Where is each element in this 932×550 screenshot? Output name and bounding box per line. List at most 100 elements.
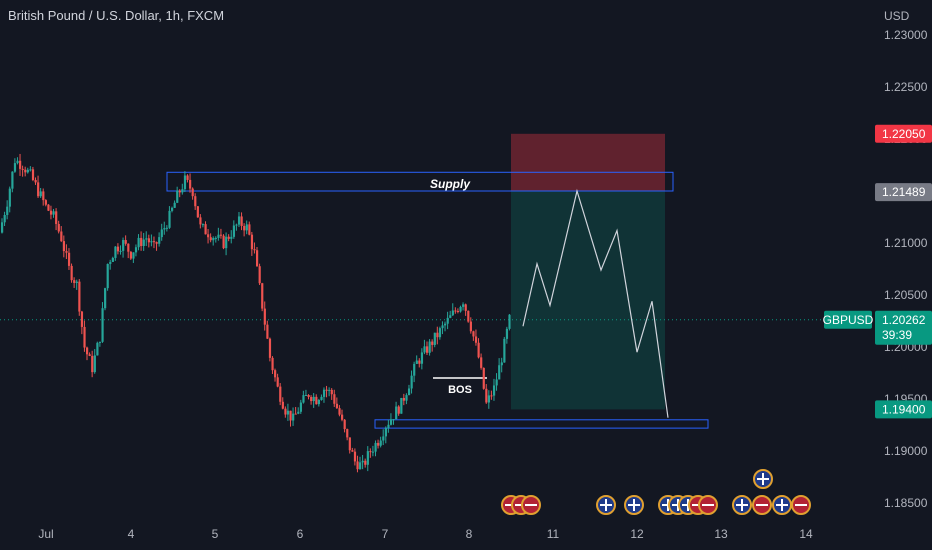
candle-body (361, 460, 364, 463)
candle-body (171, 207, 174, 211)
candle-body (335, 403, 339, 409)
candle-body (232, 225, 236, 237)
economic-events[interactable] (501, 469, 811, 515)
candle-body (487, 395, 491, 403)
candle-body (369, 451, 372, 453)
candle-body (194, 196, 197, 207)
candle-body (508, 314, 511, 329)
candle-body (122, 240, 125, 251)
candle-body (472, 331, 475, 337)
candle-body (158, 237, 161, 244)
candle-body (73, 280, 76, 283)
candle-body (176, 190, 179, 203)
candle-body (93, 355, 96, 373)
candle-body (302, 395, 305, 403)
candle-body (312, 396, 315, 402)
candle-body (104, 288, 107, 309)
take-profit-zone (511, 191, 665, 410)
x-tick-label: 13 (714, 527, 728, 541)
candle-body (235, 224, 238, 226)
candle-body (168, 210, 171, 228)
candle-body (49, 210, 53, 215)
candle-body (127, 243, 130, 252)
candle-body (418, 360, 421, 364)
candle-body (225, 236, 228, 249)
time-axis[interactable]: Jul 4 5 6 7 8 11 12 13 14 (38, 527, 813, 541)
candle-body (474, 336, 478, 343)
candle-body (140, 237, 143, 247)
candle-body (245, 224, 248, 231)
candle-body (268, 338, 272, 358)
candle-body (389, 419, 393, 425)
candle-body (480, 357, 483, 368)
candle-body (240, 216, 243, 226)
candle-body (256, 250, 259, 267)
candle-body (189, 179, 192, 189)
candle-body (109, 261, 112, 264)
candle-body (19, 160, 22, 169)
candle-body (407, 388, 411, 396)
candle-body (11, 171, 14, 189)
y-tick-label: 1.23000 (884, 28, 928, 42)
candle-body (348, 437, 351, 451)
candle-body (222, 235, 225, 249)
candle-body (116, 246, 120, 252)
us-flag-icon (698, 495, 718, 515)
candle-body (101, 308, 104, 342)
candle-body (289, 410, 292, 421)
price-tag-label: 1.20262 (882, 313, 926, 327)
candle-body (186, 175, 189, 180)
demand-zone (374, 419, 709, 429)
candle-body (343, 419, 346, 430)
candle-body (359, 462, 362, 470)
bos-label: BOS (448, 384, 472, 396)
candle-body (333, 394, 336, 404)
candle-body (284, 408, 287, 415)
candle-body (263, 308, 266, 325)
candle-body (219, 234, 223, 236)
candle-body (304, 395, 308, 397)
candle-body (292, 413, 295, 421)
candle-body (428, 341, 431, 353)
symbol-tag-label: GBPUSD (823, 313, 874, 327)
x-tick-label: 11 (547, 527, 560, 541)
candle-body (325, 389, 328, 391)
price-axis[interactable]: USD 1.230001.225001.220001.215001.210001… (884, 9, 928, 510)
candle-body (258, 266, 261, 284)
candle-body (261, 283, 264, 309)
candle-body (351, 450, 354, 452)
candle-body (299, 402, 302, 412)
candle-body (227, 236, 230, 239)
candle-body (377, 442, 380, 446)
supply-zone (166, 171, 674, 192)
candle-body (495, 379, 498, 386)
candle-body (315, 396, 318, 405)
candle-body (75, 281, 78, 283)
candle-body (456, 310, 460, 312)
candle-body (70, 265, 73, 281)
candle-body (204, 224, 207, 235)
candle-body (207, 234, 210, 238)
price-tag-label: 1.21489 (882, 185, 926, 199)
x-tick-label: 6 (297, 527, 304, 541)
candle-body (307, 395, 310, 397)
candle-body (374, 442, 377, 452)
candle-body (420, 352, 424, 364)
candle-body (281, 401, 284, 409)
candle-body (413, 363, 416, 376)
candle-body (387, 424, 390, 429)
candle-body (366, 451, 369, 465)
price-tag (875, 124, 932, 143)
candle-body (150, 241, 153, 243)
candle-body (212, 238, 215, 241)
candle-body (364, 460, 367, 465)
candle-body (467, 310, 470, 322)
candle-body (65, 251, 68, 253)
candle-body (98, 341, 102, 343)
candle-body (500, 362, 503, 366)
candle-body (310, 396, 313, 402)
candle-body (379, 440, 382, 446)
candle-body (490, 395, 493, 397)
candle-body (477, 342, 480, 358)
